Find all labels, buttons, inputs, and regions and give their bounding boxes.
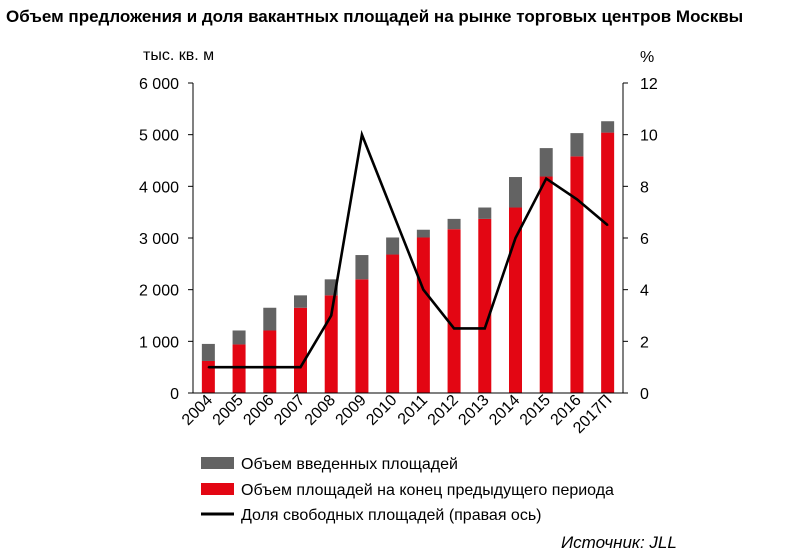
x-tick-label: 2007 bbox=[271, 392, 308, 429]
left-tick-label: 3 000 bbox=[139, 231, 179, 248]
vacancy-point bbox=[361, 133, 363, 136]
vacancy-point bbox=[391, 211, 394, 213]
vacancy-line bbox=[207, 129, 609, 369]
x-tick-label: 2005 bbox=[210, 392, 247, 429]
vacancy-point bbox=[606, 224, 609, 226]
chart-title: Объем предложения и доля вакантных площа… bbox=[6, 7, 743, 26]
bar-added bbox=[294, 295, 307, 308]
bar-stock bbox=[509, 207, 522, 393]
left-tick-label: 1 000 bbox=[139, 334, 179, 351]
legend-label-stock: Объем площадей на конец предыдущего пери… bbox=[241, 482, 614, 499]
bar-added bbox=[478, 207, 492, 219]
right-tick-label: 6 bbox=[640, 231, 649, 248]
bar-stock bbox=[601, 132, 615, 393]
vacancy-point bbox=[453, 327, 455, 330]
left-tick-label: 4 000 bbox=[139, 179, 179, 196]
bar-stock bbox=[570, 156, 584, 393]
bar-stock bbox=[355, 279, 369, 393]
left-axis-unit: тыс. кв. м bbox=[143, 47, 214, 64]
legend-swatch-added bbox=[201, 457, 234, 469]
vacancy-point bbox=[268, 366, 271, 368]
right-tick-label: 12 bbox=[640, 76, 658, 93]
x-tick-label: 2014 bbox=[486, 392, 523, 429]
legend-label-vacancy: Доля свободных площадей (правая ось) bbox=[241, 507, 542, 524]
bar-added bbox=[416, 229, 430, 238]
x-tick-label: 2008 bbox=[302, 392, 339, 429]
x-tick-label: 2015 bbox=[517, 392, 554, 429]
bar-added bbox=[539, 148, 553, 177]
vacancy-point bbox=[576, 198, 578, 201]
legend: Объем введенных площадей Объем площадей … bbox=[201, 456, 614, 524]
bar-stock bbox=[447, 229, 461, 393]
source-note: Источник: JLL bbox=[561, 533, 677, 552]
bar-added bbox=[570, 133, 584, 157]
right-tick-label: 4 bbox=[640, 283, 649, 300]
left-axis: 0 1 000 2 000 3 000 4 000 5 000 6 000 bbox=[139, 76, 193, 403]
left-tick-label: 5 000 bbox=[139, 128, 179, 145]
bar-added bbox=[201, 343, 215, 361]
left-tick-label: 0 bbox=[170, 386, 179, 403]
bar-stock bbox=[201, 360, 215, 393]
right-tick-label: 10 bbox=[640, 128, 658, 145]
bar-stock bbox=[386, 254, 400, 393]
x-tick-label: 2013 bbox=[455, 392, 492, 429]
bar-added bbox=[509, 177, 522, 208]
bar-stock bbox=[539, 176, 553, 393]
x-tick-label: 2009 bbox=[333, 392, 370, 429]
bars bbox=[201, 121, 615, 393]
bar-stock bbox=[232, 344, 246, 393]
right-axis-unit: % bbox=[640, 49, 654, 66]
right-axis: 0 2 4 6 8 10 12 bbox=[623, 76, 658, 403]
x-tick-label: 2011 bbox=[395, 392, 431, 428]
x-tick-label: 2012 bbox=[425, 392, 462, 429]
x-tick-label: 2004 bbox=[179, 392, 216, 429]
bar-stock bbox=[478, 218, 492, 393]
vacancy-point bbox=[483, 327, 486, 330]
bar-added bbox=[447, 218, 461, 230]
bar-added bbox=[355, 255, 369, 280]
right-tick-label: 0 bbox=[640, 386, 649, 403]
bar-added bbox=[232, 330, 246, 345]
vacancy-point bbox=[207, 366, 210, 368]
bar-stock bbox=[294, 307, 307, 393]
bar-added bbox=[263, 307, 277, 331]
x-axis: 2004200520062007200820092010201120122013… bbox=[179, 392, 615, 437]
left-tick-label: 6 000 bbox=[139, 76, 179, 93]
legend-swatch-stock bbox=[201, 483, 234, 495]
vacancy-point bbox=[238, 366, 240, 368]
bar-stock bbox=[416, 237, 430, 393]
bar-added bbox=[386, 237, 400, 255]
x-tick-label: 2010 bbox=[363, 392, 400, 429]
vacancy-line-path bbox=[208, 129, 609, 369]
right-tick-label: 8 bbox=[640, 179, 649, 196]
bar-added bbox=[601, 121, 615, 133]
vacancy-point bbox=[514, 237, 517, 239]
x-tick-label: 2006 bbox=[240, 392, 277, 429]
vacancy-point bbox=[545, 177, 548, 180]
vacancy-point bbox=[422, 288, 425, 291]
bar-stock bbox=[263, 330, 277, 393]
axes bbox=[192, 83, 624, 394]
left-tick-label: 2 000 bbox=[139, 283, 179, 300]
vacancy-point bbox=[330, 314, 333, 317]
vacancy-point bbox=[299, 366, 302, 368]
legend-label-added: Объем введенных площадей bbox=[241, 456, 458, 473]
right-tick-label: 2 bbox=[640, 334, 649, 351]
